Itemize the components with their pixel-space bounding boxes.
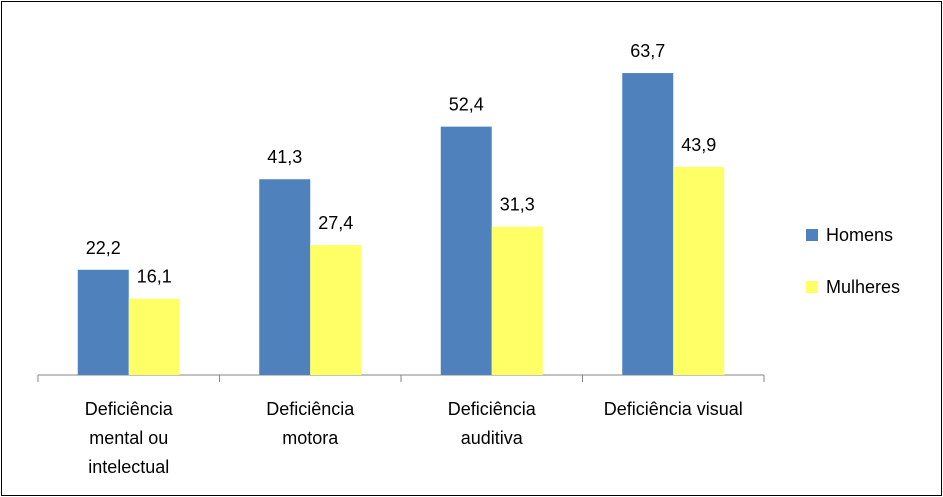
data-label: 22,2 [86,238,121,258]
bar [440,126,492,376]
bar [673,166,725,375]
x-tick-label: Deficiência motora [266,399,355,448]
x-tick-label: Deficiência auditiva [447,399,536,448]
bar [491,226,543,375]
data-label: 41,3 [267,147,302,167]
legend-swatch [806,229,818,241]
data-label: 27,4 [318,213,353,233]
x-tick-label: Deficiência mental ou intelectual [84,399,173,477]
legend-label: Homens [826,225,893,245]
legend-swatch [806,281,818,293]
data-label: 52,4 [449,95,484,115]
bar [259,179,311,375]
x-tick-label: Deficiência visual [603,399,743,419]
bar [77,269,129,375]
bar [310,245,362,375]
data-label: 31,3 [500,195,535,215]
data-label: 63,7 [630,41,665,61]
legend-label: Mulheres [826,277,900,297]
data-label: 43,9 [681,135,716,155]
bar [622,73,674,375]
bar [128,298,180,375]
data-label: 16,1 [137,267,172,287]
